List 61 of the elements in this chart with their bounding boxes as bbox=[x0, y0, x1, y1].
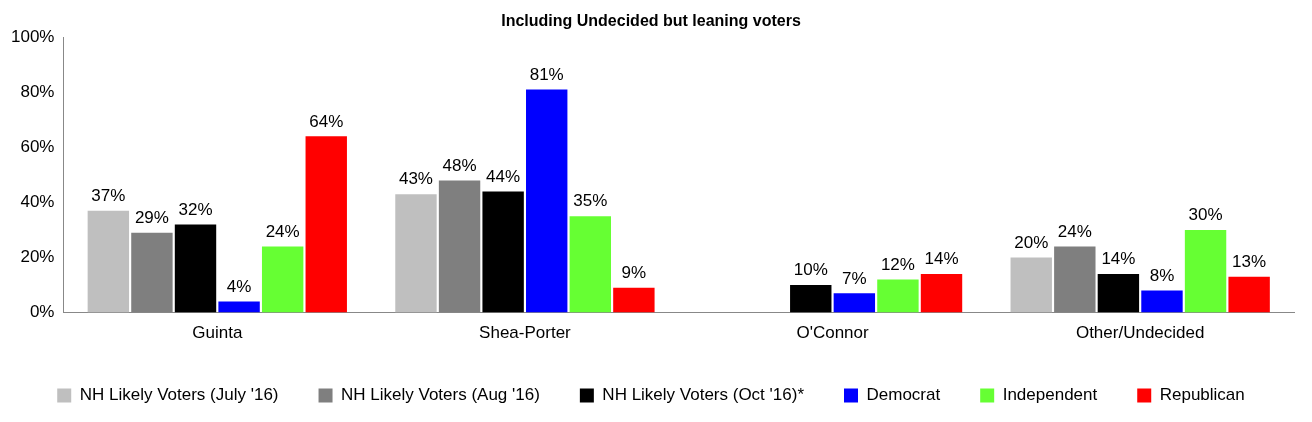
data-label: 12% bbox=[880, 254, 915, 274]
data-label: 7% bbox=[842, 268, 867, 288]
data-label: 13% bbox=[1232, 251, 1267, 271]
y-tick-label: 80% bbox=[20, 81, 55, 101]
bar bbox=[790, 285, 832, 313]
bar bbox=[174, 224, 217, 313]
data-label: 10% bbox=[793, 260, 828, 280]
y-tick-label: 60% bbox=[20, 137, 55, 157]
data-label: 48% bbox=[442, 155, 477, 175]
legend-label: Independent bbox=[1002, 385, 1098, 405]
legend-label: Democrat bbox=[866, 385, 941, 405]
x-tick-label: Guinta bbox=[192, 323, 243, 343]
data-label: 9% bbox=[621, 263, 647, 282]
y-tick-label: 0% bbox=[29, 302, 55, 322]
y-tick-label: 40% bbox=[20, 192, 55, 212]
bar bbox=[1010, 257, 1052, 313]
bar bbox=[877, 279, 919, 313]
bar bbox=[218, 301, 260, 313]
data-label: 4% bbox=[226, 276, 252, 296]
y-tick-label: 100% bbox=[11, 26, 55, 46]
y-tick-label: 20% bbox=[20, 247, 55, 267]
x-tick-label: O'Connor bbox=[796, 323, 869, 343]
bar bbox=[1054, 246, 1096, 313]
data-label: 81% bbox=[529, 64, 564, 84]
legend-label: Republican bbox=[1159, 385, 1245, 405]
bar bbox=[1184, 229, 1227, 313]
bar bbox=[87, 210, 130, 313]
bar bbox=[131, 232, 173, 313]
bar bbox=[1097, 274, 1140, 313]
x-tick-label: Other/Undecided bbox=[1075, 323, 1205, 343]
data-label: 43% bbox=[398, 169, 433, 189]
legend-label: NH Likely Voters (July '16) bbox=[79, 385, 279, 405]
bar bbox=[1141, 290, 1183, 313]
legend-label: NH Likely Voters (Oct '16)* bbox=[602, 385, 805, 405]
bar bbox=[305, 136, 347, 313]
bar bbox=[395, 194, 437, 313]
bar bbox=[526, 89, 568, 313]
bar bbox=[833, 293, 876, 313]
bar bbox=[1228, 276, 1270, 313]
chart-title: Including Undecided but leaning voters bbox=[501, 12, 801, 30]
data-label: 24% bbox=[265, 221, 300, 241]
x-tick-label: Shea-Porter bbox=[479, 323, 572, 343]
legend-label: NH Likely Voters (Aug '16) bbox=[341, 385, 540, 405]
data-label: 20% bbox=[1014, 232, 1049, 252]
bar bbox=[569, 216, 611, 313]
bar bbox=[261, 246, 304, 313]
bar bbox=[482, 191, 524, 313]
data-label: 14% bbox=[924, 249, 959, 269]
data-label: 8% bbox=[1149, 265, 1175, 285]
bar bbox=[920, 274, 963, 313]
bar bbox=[613, 287, 655, 313]
data-label: 14% bbox=[1101, 249, 1136, 269]
data-label: 35% bbox=[573, 191, 608, 211]
data-label: 64% bbox=[309, 111, 344, 131]
data-label: 44% bbox=[486, 166, 521, 186]
data-label: 29% bbox=[134, 207, 169, 227]
data-label: 37% bbox=[91, 185, 126, 205]
data-label: 24% bbox=[1057, 221, 1092, 241]
data-label: 32% bbox=[178, 199, 213, 219]
data-label: 30% bbox=[1188, 205, 1223, 225]
bar bbox=[438, 180, 481, 313]
